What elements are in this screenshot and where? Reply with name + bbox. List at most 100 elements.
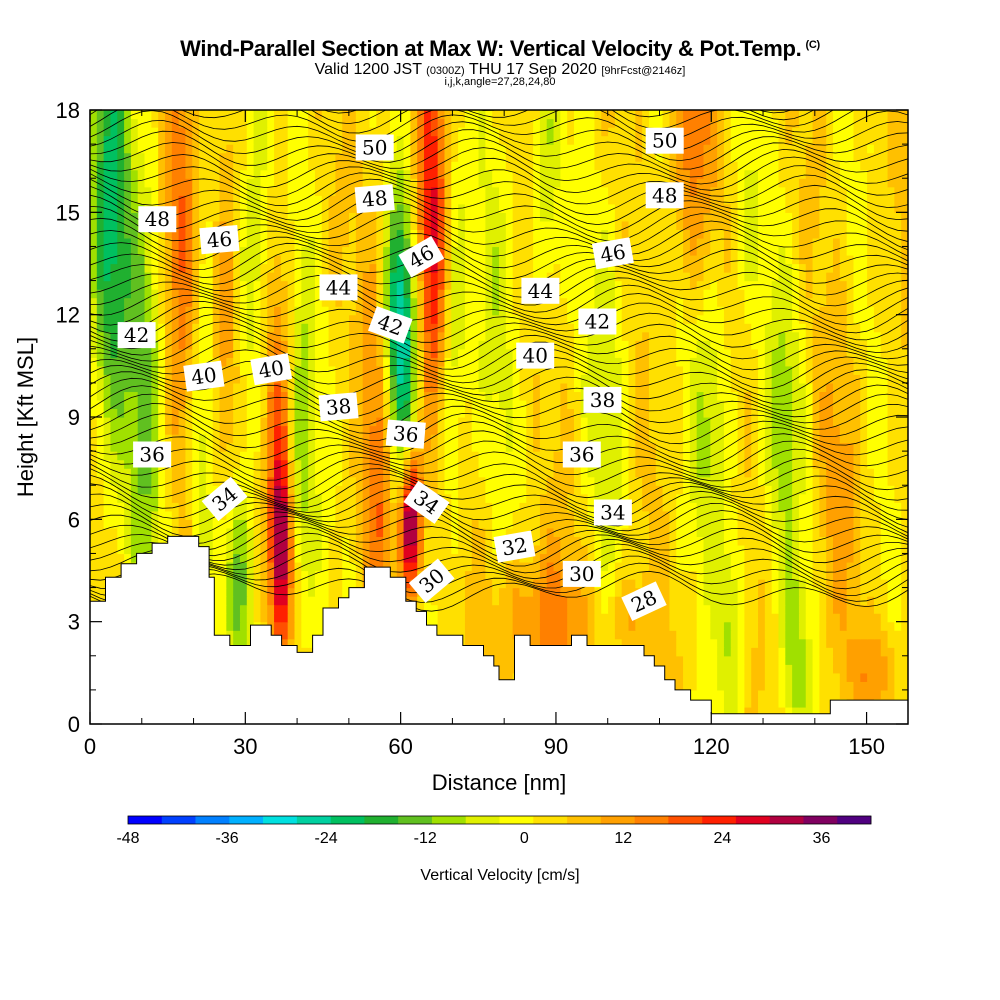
w-cell (676, 630, 684, 640)
w-cell (833, 587, 841, 597)
w-cell (219, 442, 227, 452)
w-cell (553, 493, 561, 503)
w-cell (451, 434, 459, 444)
w-cell (430, 527, 439, 537)
w-cell (403, 476, 411, 486)
w-cell (294, 476, 302, 486)
w-cell (526, 408, 534, 418)
w-cell (805, 604, 814, 614)
w-cell (853, 587, 861, 597)
w-cell (233, 408, 241, 418)
w-cell (785, 382, 793, 393)
w-cell (785, 613, 793, 623)
w-cell (819, 434, 827, 444)
w-cell (846, 570, 855, 580)
w-cell (383, 468, 391, 478)
w-cell (608, 468, 616, 478)
w-cell (560, 621, 568, 631)
w-cell (553, 561, 561, 572)
w-cell (696, 664, 705, 674)
w-cell (683, 374, 691, 384)
w-cell (205, 459, 214, 469)
w-cell (648, 647, 657, 657)
w-cell (805, 493, 814, 503)
w-cell (226, 365, 234, 375)
w-cell (383, 425, 391, 435)
w-cell (580, 613, 589, 623)
w-cell (437, 587, 446, 597)
w-cell (314, 476, 323, 486)
w-cell (826, 493, 834, 503)
w-cell (710, 630, 718, 640)
w-cell (614, 434, 623, 444)
w-cell (833, 613, 841, 623)
w-cell (478, 638, 486, 648)
w-cell (846, 527, 855, 537)
w-cell (458, 621, 466, 631)
w-cell (655, 613, 664, 623)
w-cell (526, 425, 534, 435)
w-cell (553, 451, 561, 461)
w-cell (744, 621, 752, 631)
w-cell (396, 553, 405, 563)
w-cell (260, 485, 268, 495)
w-cell (826, 510, 834, 520)
w-cell (294, 596, 302, 606)
w-cell (894, 544, 902, 555)
w-cell (648, 442, 657, 452)
w-cell (430, 451, 439, 461)
w-cell (628, 468, 636, 478)
w-cell (226, 374, 234, 384)
w-cell (853, 434, 861, 444)
w-cell (321, 502, 330, 512)
w-cell (464, 510, 473, 520)
w-cell (205, 451, 214, 461)
w-cell (669, 417, 677, 427)
w-cell (314, 502, 323, 512)
w-cell (362, 425, 371, 435)
w-cell (383, 561, 391, 572)
w-cell (730, 510, 739, 520)
w-cell (546, 399, 555, 410)
w-cell (444, 382, 452, 393)
w-cell (90, 493, 98, 503)
w-cell (798, 476, 807, 486)
w-cell (764, 442, 773, 452)
w-cell (567, 374, 575, 384)
w-cell (778, 519, 786, 529)
w-cell (328, 451, 336, 461)
w-cell (444, 502, 452, 512)
w-cell (424, 527, 432, 537)
w-cell (308, 417, 316, 427)
w-cell (778, 638, 786, 648)
w-cell (703, 442, 711, 452)
w-cell (178, 434, 187, 444)
w-cell (901, 536, 908, 546)
w-cell (587, 621, 596, 631)
valid-date: THU 17 Sep 2020 (468, 61, 597, 78)
w-cell (164, 519, 173, 529)
w-cell (873, 613, 882, 623)
w-cell (764, 698, 773, 708)
w-cell (901, 561, 908, 572)
w-cell (887, 681, 895, 691)
w-cell (873, 664, 882, 674)
w-cell (798, 536, 807, 546)
w-cell (512, 382, 521, 393)
w-cell (349, 417, 357, 427)
w-cell (314, 630, 323, 640)
w-cell (178, 417, 187, 427)
w-cell (642, 476, 650, 486)
w-cell (573, 391, 582, 401)
w-cell (710, 468, 718, 478)
w-cell (546, 485, 555, 495)
w-cell (512, 527, 521, 537)
w-cell (205, 391, 214, 401)
w-cell (301, 621, 309, 631)
w-cell (451, 519, 459, 529)
w-cell (860, 681, 868, 691)
w-cell (314, 553, 323, 563)
w-cell (642, 493, 650, 503)
w-cell (860, 655, 868, 665)
w-cell (635, 485, 643, 495)
